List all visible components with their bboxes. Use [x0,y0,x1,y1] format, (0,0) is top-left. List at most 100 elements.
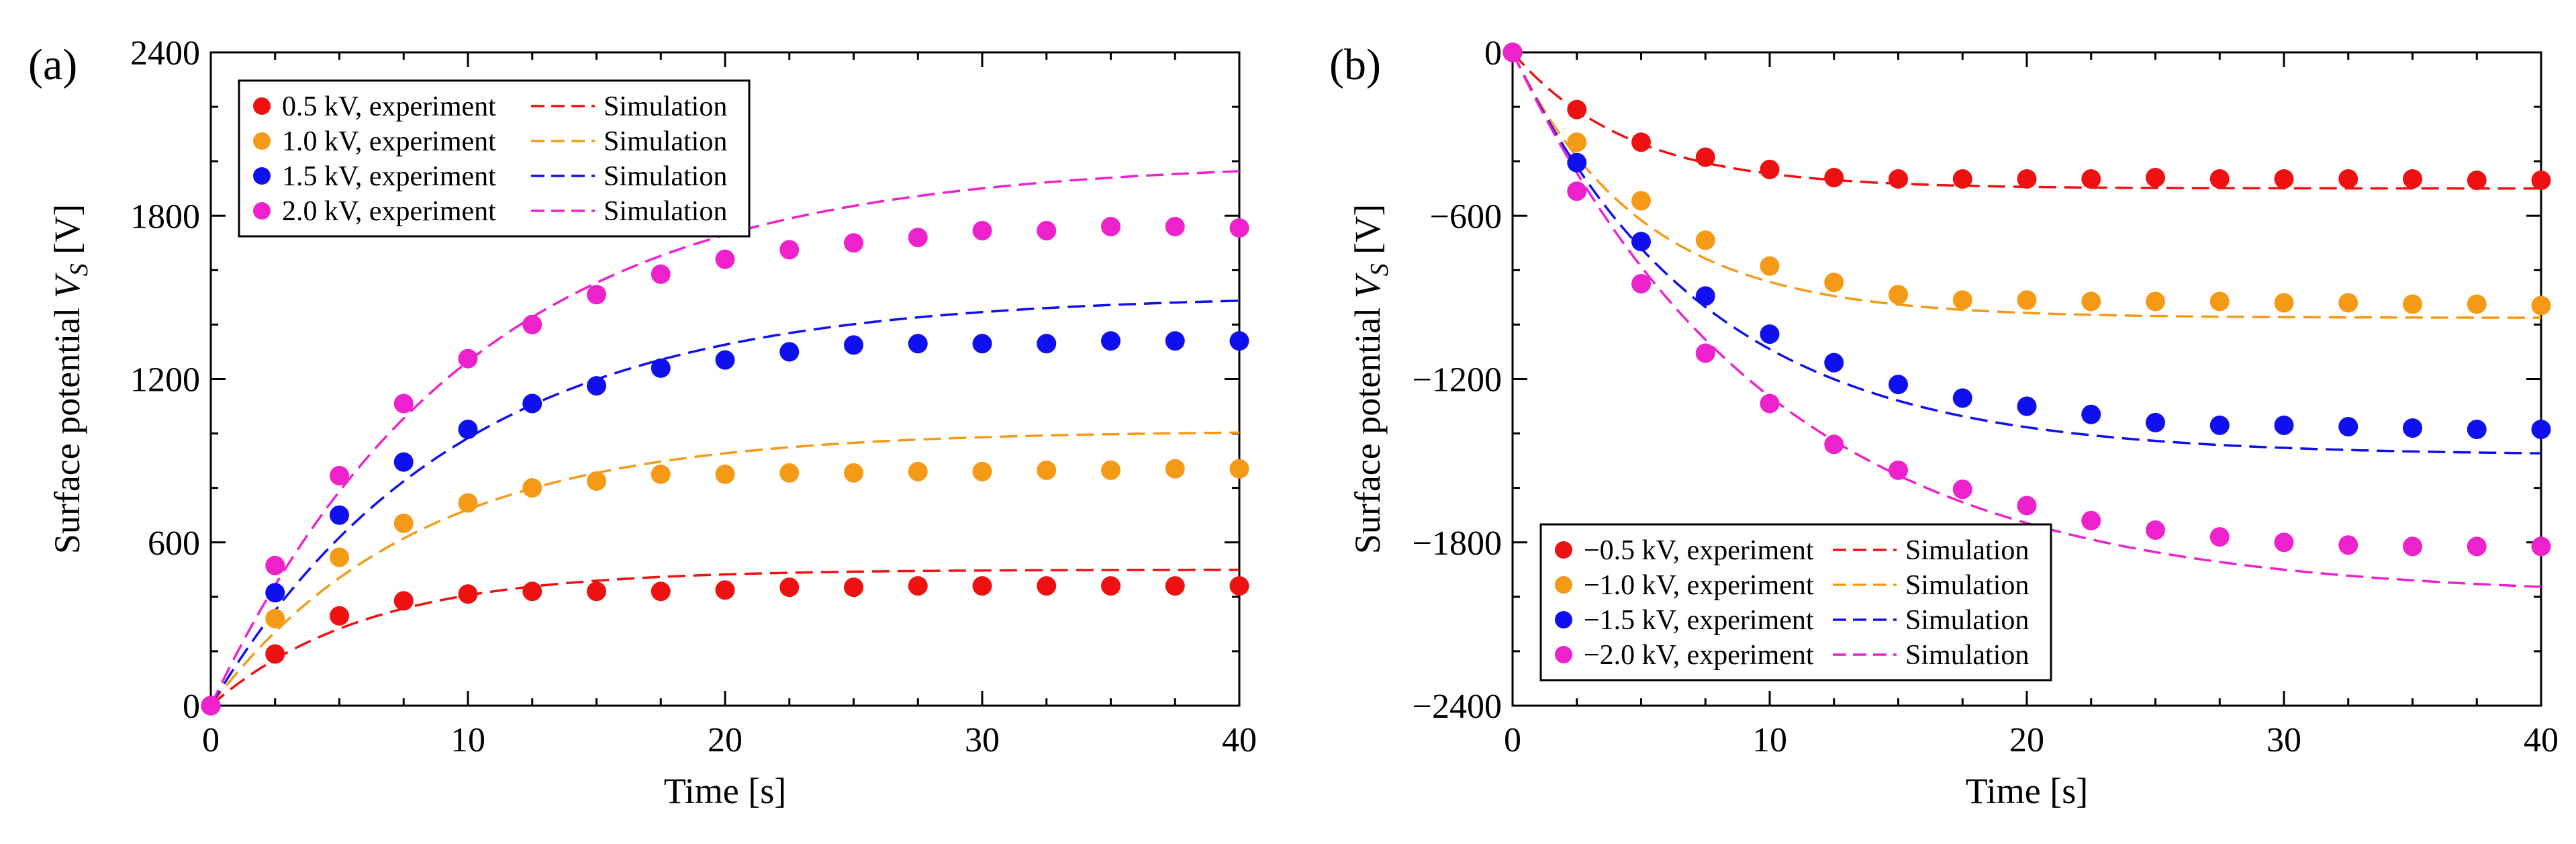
data-point-series-2 [972,461,992,481]
data-point-series-4 [1502,42,1523,62]
data-point-series-3 [393,452,414,472]
data-point-series-2 [2338,293,2358,313]
data-point-series-3 [908,334,928,354]
data-point-series-1 [1631,132,1651,152]
legend-label-experiment-2: −1.0 kV, experiment [1584,570,1814,601]
data-point-series-3 [1760,324,1780,344]
y-axis-title: Surface potential VS [V] [47,204,93,554]
data-point-series-4 [2403,536,2422,557]
data-point-series-2 [393,513,414,533]
data-point-series-2 [1760,256,1780,276]
legend-marker-2 [253,132,271,150]
data-point-series-3 [2209,415,2230,435]
y-tick-label: −1200 [1413,361,1502,400]
data-point-series-1 [972,576,992,596]
plot-frame [1511,51,2542,707]
data-point-series-3 [1889,375,1908,395]
data-point-series-4 [972,221,992,241]
data-point-series-3 [2338,416,2358,436]
data-point-series-3 [972,334,992,354]
data-point-series-4 [1165,216,1185,236]
data-point-series-4 [1567,181,1587,201]
data-point-series-2 [1695,230,1715,250]
data-point-series-3 [2081,404,2101,424]
legend-label-simulation-2: Simulation [604,126,727,157]
data-point-series-2 [2081,291,2101,312]
x-tick-label: 20 [2009,721,2044,759]
data-point-series-4 [2531,536,2551,557]
y-tick-label: −1800 [1413,524,1502,563]
y-axis-title-unit: [V] [47,204,87,263]
y-axis-title-unit: [V] [1347,204,1388,263]
data-point-series-4 [1824,434,1844,455]
y-tick-label: 0 [183,688,200,726]
legend-label-experiment-3: 1.5 kV, experiment [282,161,496,192]
data-point-series-2 [1229,459,1249,479]
data-point-series-4 [1631,274,1651,294]
data-point-series-1 [1952,169,1972,189]
data-point-series-3 [2146,412,2165,432]
data-point-series-3 [2274,415,2294,435]
data-point-series-4 [2338,535,2358,555]
y-tick-label: 0 [1484,34,1502,73]
data-point-series-4 [1101,216,1120,236]
data-point-series-3 [587,376,606,396]
data-point-series-2 [2467,294,2487,314]
data-point-series-3 [265,583,285,603]
data-point-series-3 [1037,334,1057,354]
data-point-series-4 [715,249,735,269]
data-point-series-1 [1695,147,1715,167]
legend-label-experiment-1: 0.5 kV, experiment [282,91,496,122]
legend-marker-4 [253,202,271,220]
data-point-series-1 [2531,171,2551,191]
data-point-series-2 [2209,291,2230,312]
legend: −0.5 kV, experiment Simulation −1.0 kV, ex… [1539,523,2052,682]
legend-label-simulation-4: Simulation [604,196,727,227]
legend-label-experiment-4: −2.0 kV, experiment [1584,640,1814,671]
x-tick-label: 30 [2267,721,2301,759]
data-point-series-3 [458,420,478,440]
data-point-series-1 [1037,576,1057,596]
data-point-series-1 [2081,169,2101,189]
data-point-series-3 [2403,418,2422,438]
data-point-series-2 [1567,132,1587,152]
data-point-series-4 [2081,510,2101,530]
data-point-series-1 [265,644,285,664]
data-point-series-1 [2209,169,2230,189]
data-point-series-4 [2467,536,2487,557]
data-point-series-2 [2017,290,2037,310]
x-tick-label: 0 [202,721,220,759]
panel-label: (b) [1329,40,1381,89]
data-point-series-2 [458,493,478,513]
data-point-series-1 [393,591,414,611]
data-point-series-1 [522,581,542,602]
data-point-series-3 [330,505,349,525]
data-point-series-4 [1952,479,1972,500]
data-point-series-1 [587,581,606,602]
y-axis-title: Surface potential VS [V] [1347,204,1394,554]
legend-box [1539,523,2052,682]
data-point-series-2 [1824,273,1844,293]
data-point-series-2 [587,471,606,491]
data-point-series-1 [330,606,349,626]
y-axis-title-text: Surface potential [1347,298,1388,554]
data-point-series-3 [1952,388,1972,408]
data-point-series-2 [330,547,349,567]
data-point-series-2 [2403,294,2422,314]
y-tick-label: 1200 [130,361,200,400]
data-point-series-4 [393,393,414,414]
data-point-series-3 [1631,232,1651,252]
data-point-series-2 [779,463,800,483]
simulation-line-3 [1511,52,2542,455]
data-point-series-3 [1101,331,1120,351]
x-tick-label: 40 [1222,721,1257,759]
legend-label-experiment-1: −0.5 kV, experiment [1584,535,1814,566]
x-tick-label: 40 [2524,721,2559,759]
data-point-series-1 [1101,576,1120,596]
simulation-line-2 [209,431,1240,707]
y-axis-title-text: Surface potential [47,298,87,554]
data-point-series-4 [779,240,800,260]
simulation-line-4 [1511,52,2542,588]
y-axis-title-sub: S [1366,263,1394,276]
